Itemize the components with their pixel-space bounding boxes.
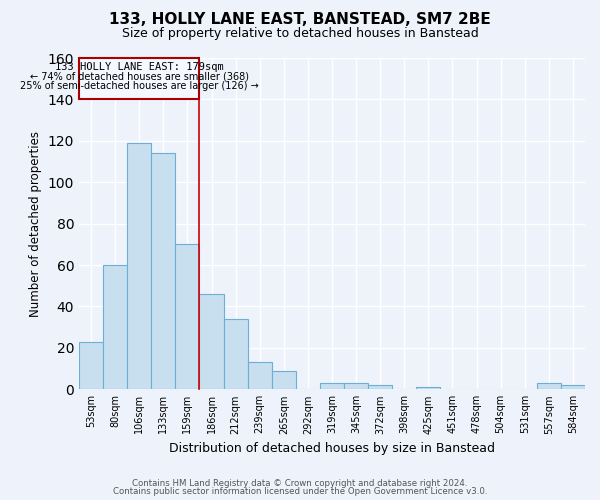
Y-axis label: Number of detached properties: Number of detached properties	[29, 130, 42, 316]
Bar	[272, 370, 296, 390]
Bar	[199, 294, 224, 390]
Text: 25% of semi-detached houses are larger (126) →: 25% of semi-detached houses are larger (…	[20, 81, 259, 91]
Text: Contains HM Land Registry data © Crown copyright and database right 2024.: Contains HM Land Registry data © Crown c…	[132, 478, 468, 488]
Bar	[320, 383, 344, 390]
Bar	[248, 362, 272, 390]
Text: Contains public sector information licensed under the Open Government Licence v3: Contains public sector information licen…	[113, 488, 487, 496]
Bar	[344, 383, 368, 390]
Text: ← 74% of detached houses are smaller (368): ← 74% of detached houses are smaller (36…	[30, 72, 249, 82]
X-axis label: Distribution of detached houses by size in Banstead: Distribution of detached houses by size …	[169, 442, 495, 455]
Bar	[561, 385, 585, 390]
Bar	[368, 385, 392, 390]
Text: 133 HOLLY LANE EAST: 179sqm: 133 HOLLY LANE EAST: 179sqm	[55, 62, 224, 72]
Text: Size of property relative to detached houses in Banstead: Size of property relative to detached ho…	[122, 28, 478, 40]
Bar	[127, 143, 151, 390]
FancyBboxPatch shape	[79, 58, 199, 100]
Bar	[416, 387, 440, 390]
Bar	[537, 383, 561, 390]
Bar	[175, 244, 199, 390]
Bar	[224, 319, 248, 390]
Bar	[103, 265, 127, 390]
Bar	[151, 154, 175, 390]
Text: 133, HOLLY LANE EAST, BANSTEAD, SM7 2BE: 133, HOLLY LANE EAST, BANSTEAD, SM7 2BE	[109, 12, 491, 28]
Bar	[79, 342, 103, 390]
